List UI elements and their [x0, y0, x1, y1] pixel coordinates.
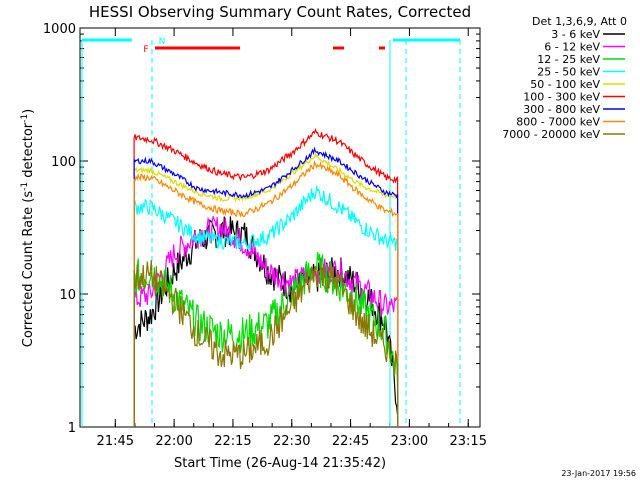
legend-label: 800 - 7000 keV: [516, 116, 600, 129]
x-tick-label: 23:15: [450, 434, 487, 449]
y-axis-label-sup1: -1: [20, 182, 30, 191]
y-axis-label-sup2: -1: [20, 114, 30, 123]
y-axis-label-part2: detector: [21, 122, 36, 182]
flag-label-f: F: [143, 45, 148, 55]
series-line-300-800keV: [133, 146, 399, 427]
x-axis-label: Start Time (26-Aug-14 21:35:42): [174, 456, 386, 471]
series-line-50-100keV: [133, 151, 399, 427]
series-line-800-7000keV: [133, 160, 399, 427]
series-line-100-300keV: [133, 127, 399, 427]
legend-label: 6 - 12 keV: [544, 41, 600, 54]
legend-label: 50 - 100 keV: [530, 78, 600, 91]
flag-label-n: N: [159, 37, 166, 47]
series-line-6-12keV: [133, 216, 399, 427]
legend-label: 300 - 800 keV: [523, 103, 600, 116]
x-tick-label: 23:00: [391, 434, 428, 449]
y-tick-labels: 1 10 100 1000: [43, 22, 480, 436]
y-axis-label-part3: ): [21, 109, 36, 114]
legend-label: 25 - 50 keV: [537, 66, 600, 79]
series-group: [133, 127, 399, 427]
x-tick-label: 21:45: [97, 434, 134, 449]
series-line-25-50keV: [133, 186, 399, 427]
legend-label: 7000 - 20000 keV: [502, 128, 600, 141]
y-tick-label: 1000: [43, 22, 76, 37]
y-tick-label: 1: [68, 421, 76, 436]
x-tick-label: 22:30: [273, 434, 310, 449]
legend-label: 12 - 25 keV: [537, 53, 600, 66]
series-line-7000-20000keV: [133, 260, 399, 427]
plot-frame: [79, 27, 481, 428]
legend-label: 100 - 300 keV: [523, 91, 600, 104]
series-line-12-25keV: [133, 251, 399, 427]
footer-timestamp: 23-Jan-2017 19:56: [561, 469, 636, 478]
y-tick-label: 10: [59, 288, 76, 303]
y-axis-label: Corrected Count Rate (s-1 detector-1): [20, 109, 36, 347]
x-tick-labels: 21:45 22:00 22:15 22:30 22:45 23:00 23:15: [97, 28, 487, 449]
x-tick-label: 22:45: [332, 434, 369, 449]
x-tick-label: 22:00: [155, 434, 192, 449]
x-tick-label: 22:15: [214, 434, 251, 449]
y-tick-label: 100: [51, 155, 76, 170]
chart-title: HESSI Observing Summary Count Rates, Cor…: [89, 3, 471, 21]
legend-header: Det 1,3,6,9, Att 0: [532, 15, 627, 28]
plot-area: [79, 27, 481, 428]
legend-label: 3 - 6 keV: [551, 28, 600, 41]
y-axis-label-part1: Corrected Count Rate (s: [21, 191, 36, 348]
